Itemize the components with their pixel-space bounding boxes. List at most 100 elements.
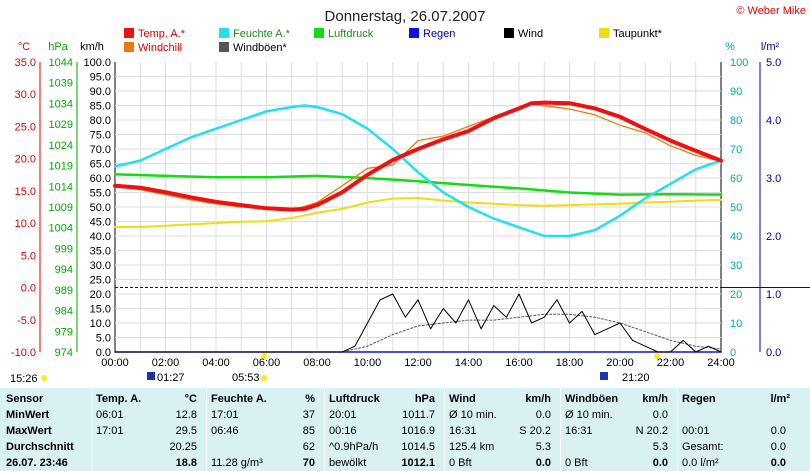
pressure-tick-label: 1004 [49, 223, 73, 235]
stats-header-unit: % [305, 393, 315, 405]
wind-tick-label: 65.0 [90, 159, 111, 171]
rain-tick-label: 4.0 [766, 115, 781, 127]
stats-row-label: MinWert [6, 409, 50, 421]
pressure-tick-label: 1024 [49, 140, 73, 152]
stats-cell-value: 0.0 [652, 409, 668, 421]
legend-swatch [219, 28, 229, 38]
pressure-tick-label: 1044 [49, 57, 73, 69]
stats-cell-time: 0 Bft [565, 457, 588, 469]
pressure-tick-label: 1029 [49, 119, 73, 131]
humidity-tick-label: 80 [730, 115, 742, 127]
wind-tick-label: 10.0 [90, 318, 111, 330]
stats-cell-value: 0.0 [770, 441, 786, 453]
stats-row-label: MaxWert [6, 425, 52, 437]
time-tick-label: 14:00 [455, 357, 483, 369]
humidity-tick-label: 90 [730, 86, 742, 98]
stats-header: Sensor [6, 393, 44, 405]
wind-tick-label: 55.0 [90, 188, 111, 200]
time-tick-label: 04:00 [202, 357, 230, 369]
moonrise-icon [147, 372, 155, 380]
time-tick-label: 16:00 [505, 357, 533, 369]
series-line-windben [114, 313, 722, 353]
legend-swatch [599, 28, 609, 38]
humidity-tick-label: 20 [730, 289, 742, 301]
rain-tick-label: 0.0 [766, 347, 781, 359]
stats-cell-value: 37 [302, 409, 315, 421]
stats-cell-value: N 20.2 [635, 425, 668, 437]
legend-swatch [409, 28, 419, 38]
moonrise-label: 01:27 [157, 372, 185, 384]
stats-header-unit: km/h [642, 393, 668, 405]
stats-cell-time: 11.28 g/m³ [211, 457, 263, 469]
pressure-tick-label: 1034 [49, 98, 73, 110]
stats-cell-time: 06:46 [211, 425, 239, 437]
stats-cell-value: 1016.9 [401, 425, 435, 437]
legend-label: Temp. A.* [138, 28, 186, 40]
stats-column-divider [677, 388, 678, 471]
stats-header-unit: km/h [525, 393, 551, 405]
wind-tick-label: 70.0 [90, 144, 111, 156]
stats-column-divider [206, 388, 207, 471]
stats-cell-value: 85 [302, 425, 315, 437]
stats-cell-time: Gesamt: [682, 441, 724, 453]
stats-column-divider [444, 388, 445, 471]
pressure-tick-label: 1039 [49, 78, 73, 90]
stats-cell-time: bewölkt [329, 457, 367, 469]
legend-label: Windböen* [233, 42, 288, 54]
sun-marks: 15:26 01:27 05:53 21:20 [10, 353, 660, 385]
temp-unit-label: °C [18, 41, 30, 53]
stats-table: Sensor Temp. A. °C Feuchte A.% Luftdruck hPa W… [0, 388, 810, 471]
stats-cell-value: 1011.7 [402, 409, 435, 421]
series-line-wind [114, 293, 722, 353]
temp-tick-label: 35.0 [15, 57, 36, 69]
legend-swatch [219, 42, 229, 52]
temp-tick-label: -10.0 [11, 347, 36, 359]
wind-tick-label: 95.0 [90, 72, 111, 84]
stats-cell-time: 00:01 [682, 425, 710, 437]
humidity-tick-label: 50 [730, 202, 742, 214]
sun-dot-icon [41, 375, 47, 381]
stats-header-unit: °C [184, 393, 197, 405]
pressure-unit-label: hPa [48, 41, 68, 53]
humidity-tick-label: 40 [730, 231, 742, 243]
stats-row-label: 26.07. 23:46 [6, 457, 68, 469]
legend-swatch [314, 28, 324, 38]
stats-cell-time: 0 Bft [449, 457, 472, 469]
stats-cell-time: 17:01 [96, 425, 124, 437]
stats-cell-value: 5.3 [652, 441, 668, 453]
legend-label: Luftdruck [328, 28, 374, 40]
rain-tick-label: 5.0 [766, 57, 781, 69]
evening-sun-icon [654, 353, 660, 359]
stats-cell-value: 0.0 [652, 457, 668, 469]
stats-column-divider [324, 388, 325, 471]
pressure-tick-label: 1019 [49, 161, 73, 173]
stats-header-unit: hPa [414, 393, 435, 405]
legend-swatch [124, 28, 134, 38]
stats-header-unit: l/m² [770, 393, 790, 405]
humidity-tick-label: 70 [730, 144, 742, 156]
legend-label: Feuchte A.* [233, 28, 291, 40]
stats-cell-value: 70 [302, 457, 315, 469]
sunrise-icon [261, 375, 267, 381]
sunrise-label: 05:53 [232, 372, 260, 384]
time-tick-label: 00:00 [101, 357, 129, 369]
humidity-tick-label: 0 [730, 347, 736, 359]
stats-cell-time: 16:31 [449, 425, 477, 437]
wind-tick-label: 75.0 [90, 130, 111, 142]
time-tick-label: 02:00 [152, 357, 180, 369]
wind-tick-label: 80.0 [90, 115, 111, 127]
stats-row-label: Durchschnitt [6, 441, 74, 453]
stats-cell-time: 20:01 [329, 409, 357, 421]
axis-labels: °C hPa km/h% l/m²100.095.090.085.080.075.07… [11, 41, 781, 369]
time-tick-label: 10:00 [354, 357, 382, 369]
legend: Temp. A.* Feuchte A.* Luftdruck Regen Wind Ta… [124, 28, 663, 54]
stats-cell-value: S 20.2 [519, 425, 551, 437]
stats-cell-value: 62 [302, 441, 315, 453]
sunset-icon [600, 372, 608, 380]
plot-area [39, 62, 810, 353]
legend-label: Regen [423, 28, 455, 40]
stats-cell-value: 0.0 [770, 425, 786, 437]
time-tick-label: 20:00 [606, 357, 634, 369]
wind-tick-label: 25.0 [90, 275, 111, 287]
series-layer [113, 100, 723, 353]
